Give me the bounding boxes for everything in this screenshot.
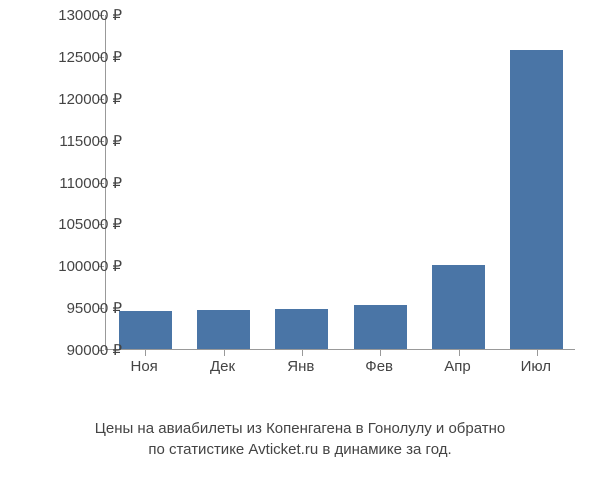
bar [197,310,250,349]
y-axis-label: 100000 ₽ [58,257,122,275]
chart-container: Ноя Дек Янв Фев Апр Июл [105,15,575,385]
y-axis-label: 110000 ₽ [59,174,122,192]
x-axis-label: Ноя [131,358,158,375]
x-tick [302,350,303,356]
y-axis-label: 120000 ₽ [58,90,122,108]
x-axis-label: Апр [444,358,470,375]
bar [275,309,328,349]
x-tick [380,350,381,356]
y-axis-label: 130000 ₽ [58,6,122,24]
y-axis-label: 125000 ₽ [58,48,122,66]
x-tick [537,350,538,356]
plot-area [105,15,575,350]
caption-line1: Цены на авиабилеты из Копенгагена в Гоно… [95,420,505,437]
x-axis-label: Янв [287,358,314,375]
y-axis-label: 105000 ₽ [58,215,122,233]
x-tick [145,350,146,356]
x-axis-label: Фев [365,358,393,375]
caption-line2: по статистике Avticket.ru в динамике за … [148,441,451,458]
y-axis-label: 90000 ₽ [67,341,122,359]
x-tick [459,350,460,356]
chart-caption: Цены на авиабилеты из Копенгагена в Гоно… [0,418,600,460]
bar [510,50,563,349]
y-axis-label: 115000 ₽ [59,132,122,150]
x-axis-label: Июл [521,358,551,375]
bar [354,305,407,349]
bar [432,265,485,349]
bar [119,311,172,349]
x-tick [224,350,225,356]
x-axis-label: Дек [210,358,235,375]
y-axis-label: 95000 ₽ [67,299,122,317]
